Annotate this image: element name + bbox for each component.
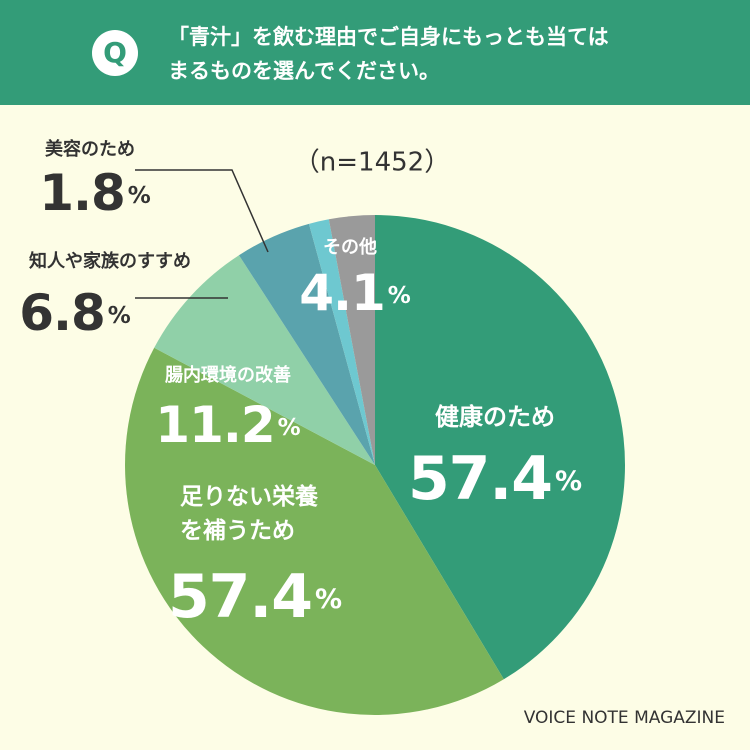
value-number: 11.2 [155,396,274,454]
badge: Q [92,30,138,76]
source: VOICE NOTE MAGAZINE [524,708,725,728]
subtitle: （n=1452） [294,148,450,178]
value-number: 57.4 [408,444,552,514]
value-unit: % [388,283,411,309]
value-number: 1.8 [39,164,125,222]
category-label: 腸内環境の改善 [165,364,291,386]
value-label: 6.8% [19,284,131,342]
value-number: 6.8 [19,284,105,342]
category-label: その他 [323,236,377,258]
pie-slice [328,215,375,465]
leader-line [135,169,269,253]
pie-slice [375,215,626,680]
category-label: 知人や家族のすすめ [29,250,191,272]
pie-slice [308,219,375,465]
header: Q 「青汁」を飲む理由でご自身にもっとも当てはまるものを選んでください。 [0,0,750,105]
pie-slice [124,347,504,716]
value-number: 57.4 [168,562,312,632]
value-unit: % [128,183,151,209]
value-label: 4.1% [299,264,411,322]
value-number: 4.1 [299,264,385,322]
chart-title: 「青汁」を飲む理由でご自身にもっとも当てはまるものを選んでください。 [168,25,609,83]
category-label: 足りない栄養を補うため [180,484,318,544]
pie-slice [238,223,375,465]
pie [124,215,626,716]
value-unit: % [108,303,131,329]
value-unit: % [555,466,582,497]
value-label: 57.4% [408,444,582,514]
category-label: 美容のため [45,138,135,160]
label-box: 足りない栄養を補うため [180,484,318,544]
value-unit: % [278,415,301,441]
value-label: 57.4% [168,562,342,632]
value-unit: % [315,584,342,615]
value-label: 1.8% [39,164,151,222]
value-label: 11.2% [155,396,300,454]
category-label: 健康のため [435,403,555,431]
pie-slice [154,255,375,465]
